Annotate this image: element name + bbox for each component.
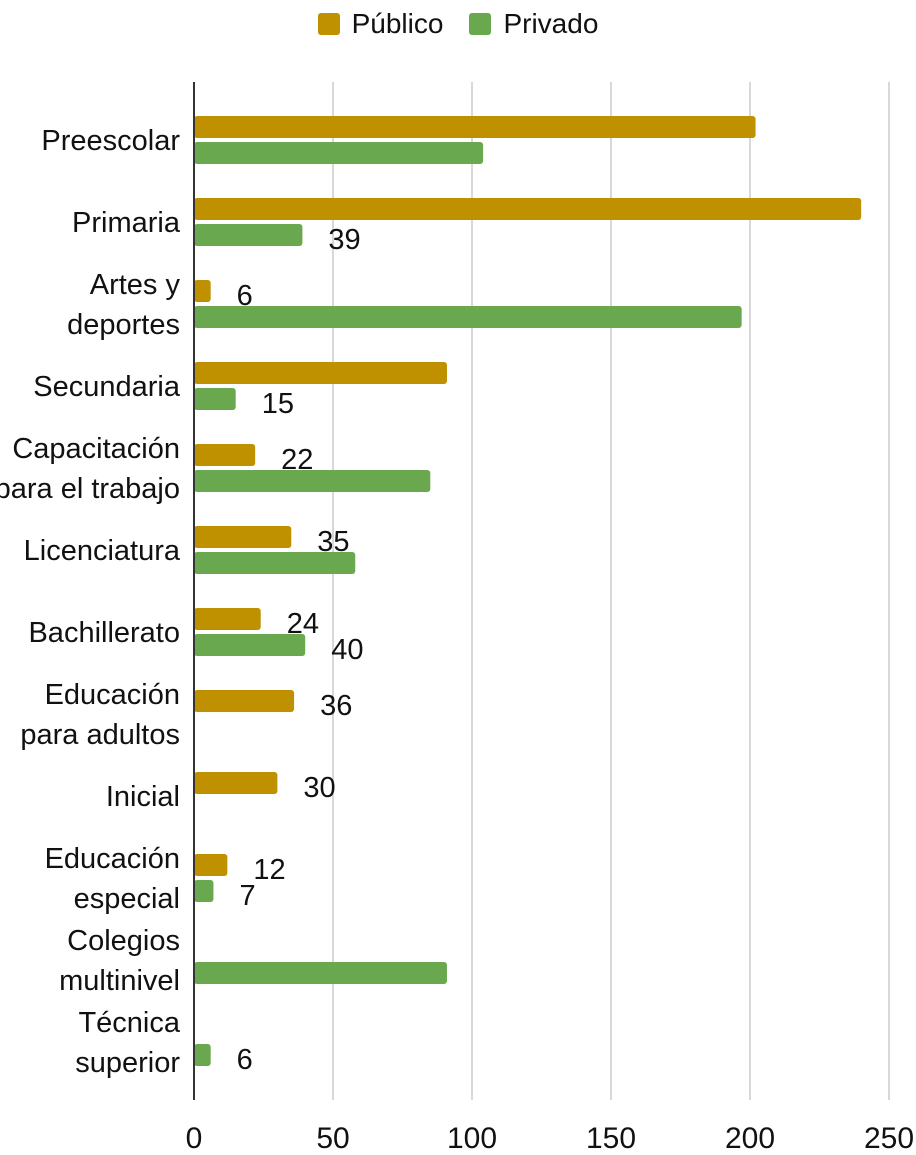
- gridlines: [332, 82, 890, 1100]
- category-label: Educación: [45, 679, 180, 711]
- data-label: 15: [262, 388, 294, 420]
- legend-label-publico: Público: [351, 8, 444, 39]
- legend-label-privado: Privado: [503, 8, 599, 39]
- category-label: para el trabajo: [0, 473, 180, 505]
- bar-privado: [194, 1044, 211, 1066]
- bar-publico: [194, 690, 295, 712]
- data-label: 7: [239, 880, 255, 912]
- x-tick-label: 250: [864, 1122, 914, 1155]
- category-label: Capacitación: [12, 433, 180, 465]
- category-label: Educación: [45, 843, 180, 875]
- bar-privado: [194, 224, 303, 246]
- bar-publico: [194, 198, 862, 220]
- bar-publico: [194, 116, 756, 138]
- data-label: 40: [331, 634, 363, 666]
- bar-publico: [194, 280, 211, 302]
- category-label: para adultos: [20, 719, 180, 751]
- bar-publico: [194, 608, 261, 630]
- bars: [194, 116, 862, 1066]
- data-label: 6: [237, 280, 253, 312]
- data-label: 39: [328, 224, 360, 256]
- bar-publico: [194, 526, 292, 548]
- category-label: Bachillerato: [28, 617, 180, 649]
- legend-swatch-publico: [317, 13, 340, 35]
- bar-privado: [194, 634, 306, 656]
- bar-publico: [194, 854, 228, 876]
- bar-publico: [194, 444, 256, 466]
- category-label: Primaria: [72, 207, 181, 239]
- x-tick-label: 200: [725, 1122, 775, 1155]
- bar-privado: [194, 962, 447, 984]
- data-label: 6: [237, 1044, 253, 1076]
- legend-item-publico: Público: [317, 8, 444, 40]
- legend-item-privado: Privado: [469, 8, 598, 40]
- category-label: Inicial: [106, 781, 180, 813]
- category-label: especial: [74, 883, 180, 915]
- bar-privado: [194, 880, 214, 902]
- category-label: Preescolar: [41, 125, 180, 157]
- bar-privado: [194, 552, 356, 574]
- category-label: multinivel: [59, 965, 180, 997]
- data-labels: 39 6 15 22 35 24 40 36 30 127 6: [237, 224, 364, 1076]
- data-label: 24: [287, 608, 319, 640]
- legend-swatch-privado: [469, 13, 492, 35]
- data-label: 30: [303, 772, 335, 804]
- legend: Público Privado: [0, 4, 916, 44]
- data-label: 22: [281, 444, 313, 476]
- category-label: deportes: [67, 309, 180, 341]
- x-tick-label: 100: [447, 1122, 497, 1155]
- category-label: Licenciatura: [24, 535, 181, 567]
- category-label: Secundaria: [33, 371, 181, 403]
- data-label: 36: [320, 690, 352, 722]
- category-label: Colegios: [67, 925, 180, 957]
- bar-privado: [194, 470, 431, 492]
- category-labels: Preescolar Primaria Artes y deportes Secunda…: [0, 125, 181, 1079]
- x-tick-label: 50: [316, 1122, 349, 1155]
- bar-privado: [194, 388, 236, 410]
- data-label: 12: [253, 854, 285, 886]
- category-label: Técnica: [78, 1007, 180, 1039]
- bar-publico: [194, 772, 278, 794]
- x-tick-label: 150: [586, 1122, 636, 1155]
- x-tick-labels: 0 50 100 150 200 250: [186, 1122, 914, 1155]
- x-tick-label: 0: [186, 1122, 203, 1155]
- bar-privado: [194, 306, 742, 328]
- data-label: 35: [317, 526, 349, 558]
- bar-publico: [194, 362, 447, 384]
- category-label: Artes y: [90, 269, 181, 301]
- bar-privado: [194, 142, 484, 164]
- category-label: superior: [75, 1047, 180, 1079]
